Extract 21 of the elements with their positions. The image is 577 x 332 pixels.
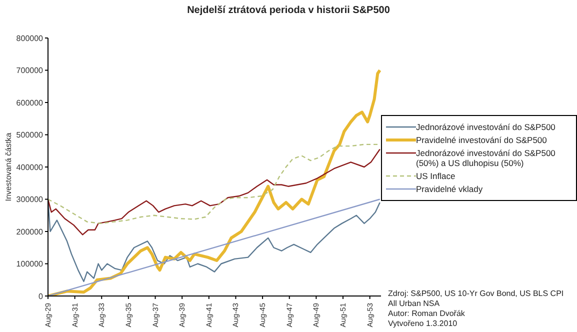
line-series [48, 148, 380, 236]
legend-label: Pravidelné investování do S&P500 [416, 135, 547, 145]
legend-label: US Inflace [416, 171, 456, 181]
legend-label: Jednorázové investování do S&P500 [416, 122, 556, 132]
y-tick-label: 700000 [16, 66, 44, 76]
chart-title: Nejdelší ztrátová perioda v historii S&P500 [186, 5, 391, 16]
y-tick-label: 800000 [16, 34, 44, 43]
text: Autor: Roman Dvořák [388, 309, 466, 319]
legend-label: Jednorázové investování do S&P500 (50%) a US dluhopisu (50%) [416, 148, 556, 168]
y-tick-label: 300000 [16, 195, 44, 204]
text: Zdroj: S&P500, US 10-Yr Gov Bond, US BLS CPI All Urban NSA [388, 289, 565, 309]
y-tick-label: 100000 [16, 260, 44, 269]
y-tick-label: 400000 [16, 162, 44, 172]
y-tick-label: 600000 [16, 98, 44, 108]
y-axis-title: Investovaná částka [4, 132, 13, 202]
line-series [48, 144, 380, 224]
legend-label: Pravidelné vklady [416, 184, 483, 194]
text: Vytvořeno 1.3.2010 [388, 319, 458, 329]
y-tick-label: 500000 [16, 130, 44, 140]
y-tick-label: 200000 [16, 227, 44, 236]
y-tick-label: 0 [38, 292, 44, 301]
